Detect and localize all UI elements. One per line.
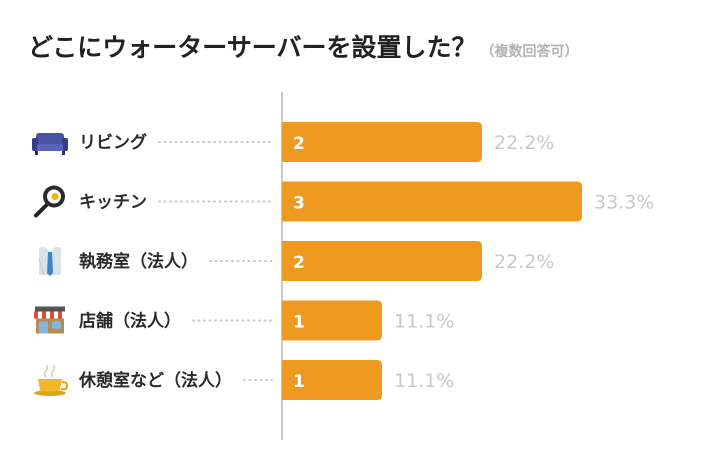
bar-percent-label: 22.2% [494, 132, 554, 154]
bar [282, 360, 382, 400]
sofa-icon [32, 133, 68, 155]
bar-value-label: 3 [293, 194, 305, 214]
bar [282, 241, 482, 281]
bar-value-label: 2 [293, 253, 305, 273]
shop-icon [34, 306, 66, 334]
frying-pan-icon [34, 183, 67, 218]
tea-cup-icon [33, 364, 69, 397]
category-label: 休憩室など（法人） [78, 370, 232, 391]
bar-percent-label: 33.3% [594, 192, 654, 214]
chart-title-block: どこにウォーターサーバーを設置した？ （複数回答可） [28, 28, 579, 64]
category-label: 執務室（法人） [79, 251, 198, 272]
bar [282, 300, 382, 341]
bar-percent-label: 11.1% [394, 370, 454, 392]
bar-value-label: 1 [293, 313, 305, 333]
chart-subtitle: （複数回答可） [480, 44, 579, 60]
bar [282, 122, 482, 162]
category-label: 店舗（法人） [79, 311, 181, 332]
category-label: キッチン [79, 193, 147, 213]
bar-value-label: 1 [293, 372, 305, 392]
bar-percent-label: 11.1% [394, 311, 454, 333]
bar-value-label: 2 [293, 134, 305, 154]
office-worker-icon [38, 246, 62, 277]
bar-percent-label: 22.2% [494, 251, 554, 273]
bar [282, 181, 582, 222]
category-label: リビング [79, 132, 147, 153]
chart-title: どこにウォーターサーバーを設置した？ [28, 33, 477, 62]
